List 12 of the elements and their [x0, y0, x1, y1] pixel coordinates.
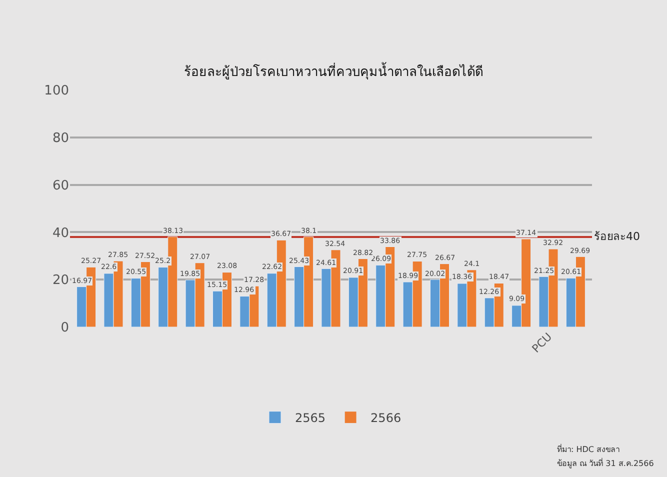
- text: ที่มา: HDC สงขลา: [557, 443, 620, 454]
- legend-label: 2565: [295, 411, 326, 426]
- y-tick-label: 100: [44, 84, 69, 99]
- y-tick-label: 40: [52, 226, 69, 241]
- ref-line-label: ร้อยละ40: [594, 230, 640, 243]
- text: ข้อมูล ณ วันที่ 31 ส.ค.2566: [557, 457, 654, 469]
- y-tick-label: 80: [52, 130, 69, 146]
- y-tick-label: 20: [52, 273, 69, 288]
- y-tick-label: 0: [60, 320, 69, 336]
- legend-label: 2566: [370, 411, 402, 426]
- y-tick-label: 60: [52, 178, 69, 194]
- chart-title: ร้อยละผู้ป่วยโรคเบาหวานที่ควบคุมน้ำตาลในเลือดได้ดี: [184, 62, 483, 80]
